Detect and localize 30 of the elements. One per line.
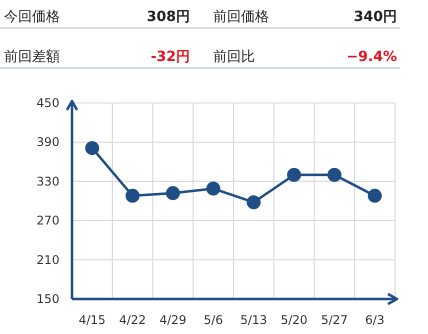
x-tick-label: 5/13 — [240, 313, 268, 327]
x-tick-label: 5/6 — [204, 313, 223, 327]
text: 308円 — [146, 9, 190, 25]
point — [246, 195, 261, 210]
y-tick-label: 450 — [36, 96, 60, 110]
y-tick-label: 270 — [36, 214, 60, 228]
point — [166, 186, 180, 200]
text: 前回比 — [213, 49, 255, 65]
y-tick-label: 330 — [36, 174, 60, 188]
x-tick-label: 6/3 — [365, 313, 384, 327]
text: -32円 — [150, 49, 190, 65]
point — [206, 182, 220, 196]
point — [85, 141, 100, 156]
y-tick-label: 390 — [36, 135, 60, 150]
x-tick-label: 4/15 — [78, 313, 106, 327]
text: 前回価格 — [213, 9, 269, 25]
y-tick-label: 210 — [36, 252, 60, 267]
text: 今回価格 — [4, 9, 60, 25]
text: −9.4% — [346, 49, 397, 65]
x-tick-label: 5/20 — [280, 313, 308, 327]
point — [327, 168, 342, 182]
x-tick-label: 4/29 — [159, 313, 186, 327]
y-tick-label: 150 — [36, 292, 60, 306]
point — [126, 188, 140, 203]
text: 前回差額 — [4, 49, 60, 65]
text: 340円 — [354, 9, 397, 25]
point — [287, 168, 302, 182]
point — [368, 188, 382, 203]
x-tick-label: 5/27 — [320, 313, 348, 327]
x-tick-label: 4/22 — [119, 313, 146, 327]
